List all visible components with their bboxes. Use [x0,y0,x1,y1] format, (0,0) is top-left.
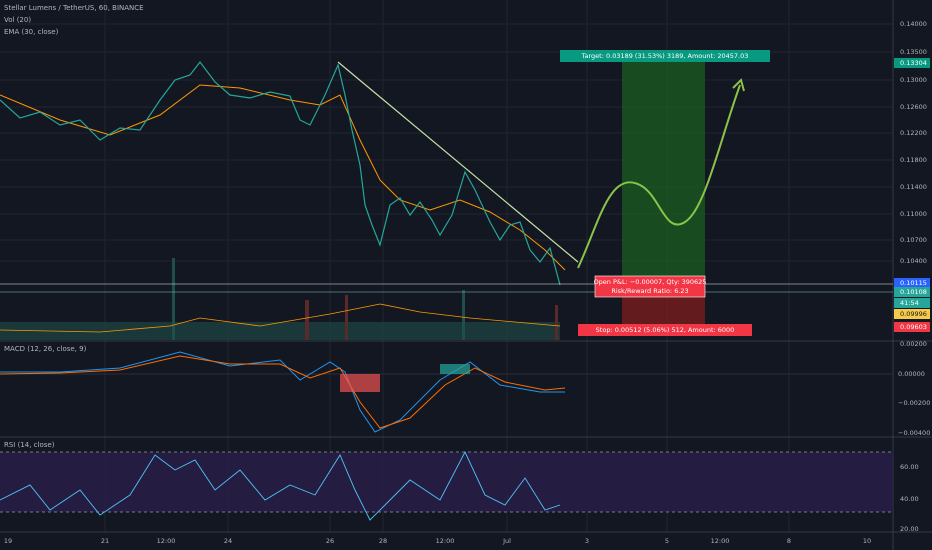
rsi-axis-label: 60.00 [900,463,919,471]
time-axis-label: Jul [502,537,511,545]
price-tag-bg [894,58,930,68]
arrow-head [732,78,745,92]
price-tag-bg [894,298,930,308]
price-tag: 0.13304 [900,59,927,67]
time-axis-label: 21 [101,537,109,545]
stop-label: Stop: 0.00512 (5.06%) 512, Amount: 6000 [596,326,735,334]
price-tag-bg [894,322,930,332]
time-axis-label: 3 [585,537,589,545]
macd-pane [0,351,893,433]
price-tag: 41:54 [900,299,919,307]
price-axis-label: 0.11000 [900,210,927,218]
rsi-axis-label: 20.00 [900,525,919,533]
price-axis-label: 0.11800 [900,156,927,164]
price-axis-label: 0.11400 [900,183,927,191]
time-axis-label: 5 [665,537,669,545]
pnl-box [594,275,706,298]
time-axis-label: 24 [224,537,232,545]
target-label: Target: 0.03189 (31.53%) 3189, Amount: 2… [581,52,749,60]
indicator-label: Vol (20) [4,16,31,24]
symbol-title: Stellar Lumens / TetherUS, 60, BINANCE [4,4,144,12]
volume-ma [0,303,561,333]
time-axis-label: 10 [863,537,871,545]
time-axis-label: 12:00 [157,537,176,545]
forecast-arrow [577,84,741,269]
price-axis-label: 0.10700 [900,236,927,244]
price-axis-label: 0.14000 [900,20,927,28]
time-axis-label: 19 [4,537,12,545]
price-tag: 0.09603 [900,323,927,331]
time-axis-label: 26 [326,537,334,545]
price-tag: 0.10115 [900,279,927,287]
rsi-label: RSI (14, close) [4,441,55,449]
ratio-label: Risk/Reward Ratio: 6.23 [611,287,688,295]
price-axis-label: 0.10400 [900,257,927,265]
price-line [0,61,561,286]
time-axis-label: 8 [787,537,791,545]
price-axis-label: 0.12200 [900,129,927,137]
price-tag-bg [894,309,930,319]
grid [0,0,893,532]
macd-axis-label: −0.00200 [898,399,930,407]
indicator-label: EMA (30, close) [4,28,59,36]
time-axis-label: 12:00 [436,537,455,545]
profit-zone [622,56,705,287]
price-axis-label: 0.12600 [900,103,927,111]
rsi-axis-label: 40.00 [900,495,919,503]
macd-label: MACD (12, 26, close, 9) [4,345,87,353]
time-axis-label: 12:00 [711,537,730,545]
target-label-bg [560,50,770,62]
macd-axis-label: −0.00400 [898,429,930,437]
price-axis-label: 0.13500 [900,48,927,56]
macd-axis-label: 0.00000 [898,370,925,378]
time-axis-label: 28 [379,537,387,545]
stop-label-bg [578,324,752,336]
price-tag-bg [894,278,930,288]
rsi-pane [0,450,893,521]
price-tag: 0.09996 [900,310,927,318]
trend-line [337,61,579,263]
price-tag: 0.10108 [900,288,927,296]
volume [0,258,560,340]
pnl-label: Open P&L: −0.00007, Qty: 390625 [594,278,707,286]
price-tag-bg [894,287,930,297]
price-axis-label: 0.13000 [900,76,927,84]
ema-line [0,84,566,271]
price-tag: 0.00200 [900,340,927,348]
